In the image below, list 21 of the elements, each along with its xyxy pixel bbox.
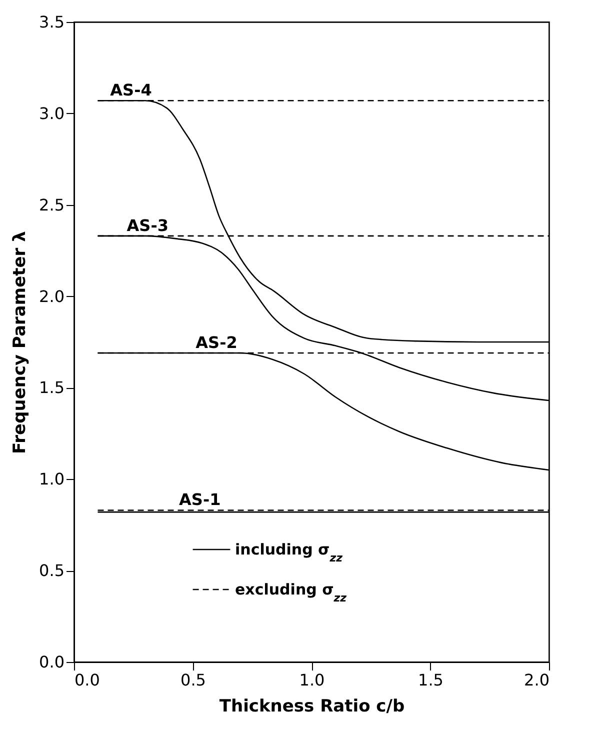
annotation: AS-2 — [196, 332, 238, 352]
y-tick-label: 1.0 — [39, 470, 64, 489]
y-tick-label: 2.0 — [39, 286, 64, 306]
y-tick-label: 2.5 — [39, 195, 64, 214]
y-tick-label: 0.0 — [39, 652, 64, 672]
x-tick-label: 1.0 — [299, 670, 325, 690]
x-tick-label: 1.5 — [418, 670, 444, 690]
y-axis-title: Frequency Parameter λ — [10, 230, 30, 454]
y-tick-label: 3.5 — [39, 12, 64, 32]
annotation: AS-4 — [110, 80, 152, 100]
x-axis-title: Thickness Ratio c/b — [219, 696, 405, 716]
legend-label: excluding σ$_{zz}$ — [235, 580, 348, 604]
x-tick-label: 0.0 — [74, 670, 100, 690]
x-tick-label: 2.0 — [524, 670, 550, 690]
annotation: AS-3 — [126, 216, 168, 235]
y-tick-label: 1.5 — [39, 378, 64, 398]
legend-label: including σ$_{zz}$ — [235, 540, 344, 564]
y-tick-label: 3.0 — [39, 104, 64, 123]
annotation: AS-1 — [179, 490, 221, 510]
x-tick-label: 0.5 — [180, 670, 206, 690]
y-tick-label: 0.5 — [39, 561, 64, 580]
